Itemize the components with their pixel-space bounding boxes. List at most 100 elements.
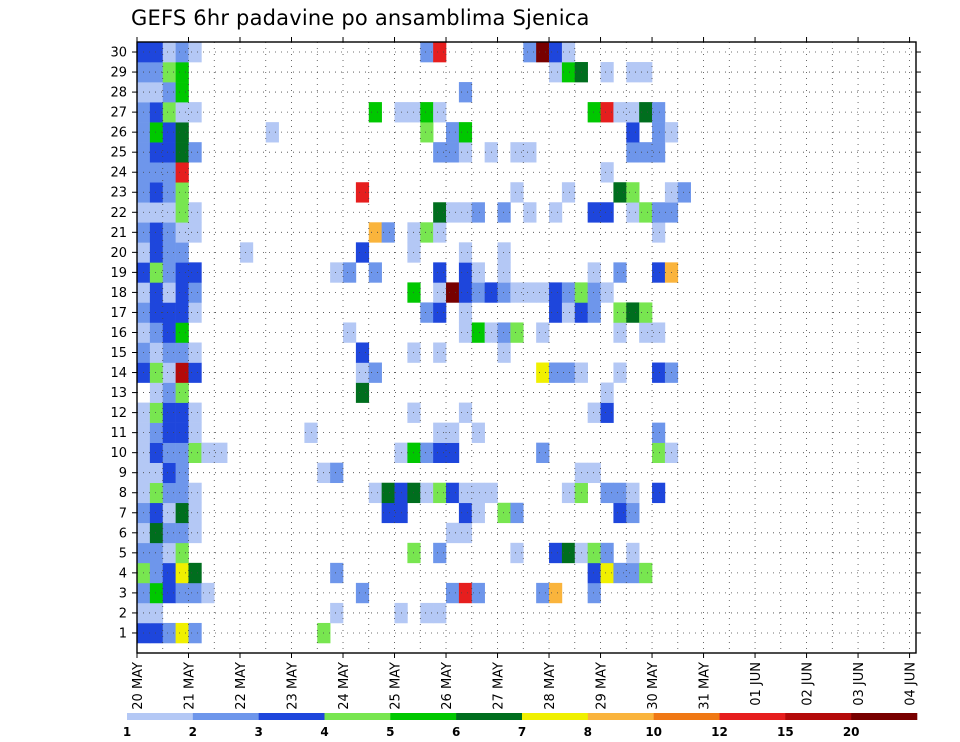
heatmap-cell	[639, 562, 653, 584]
heatmap-cell	[458, 502, 473, 524]
heatmap-cell	[523, 282, 537, 303]
heatmap-cell	[652, 422, 666, 443]
heatmap-cell	[149, 442, 164, 463]
heatmap-cell	[149, 622, 164, 644]
y-tick-label: 6	[119, 526, 127, 541]
heatmap-cell	[561, 362, 576, 383]
heatmap-cell	[162, 142, 176, 163]
heatmap-cell	[175, 482, 189, 504]
heatmap-cell	[149, 462, 164, 484]
heatmap-cell	[433, 482, 447, 504]
heatmap-cell	[330, 262, 344, 283]
heatmap-cell	[188, 582, 202, 604]
heatmap-cell	[149, 182, 164, 203]
heatmap-cell	[497, 322, 511, 343]
heatmap-cell	[471, 422, 485, 443]
heatmap-cell	[600, 102, 614, 123]
heatmap-cell	[368, 362, 382, 383]
heatmap-cell	[433, 342, 447, 363]
heatmap-cell	[626, 542, 640, 564]
heatmap-cell	[510, 502, 524, 524]
x-tick-label: 26 MAY	[440, 662, 455, 710]
heatmap-cell	[510, 322, 524, 343]
heatmap-cell	[587, 402, 601, 423]
heatmap-cell	[162, 42, 176, 63]
heatmap-cell	[433, 422, 447, 443]
heatmap-cell	[652, 322, 666, 343]
y-tick-label: 1	[119, 626, 127, 641]
heatmap-cell	[162, 62, 176, 83]
heatmap-cell	[240, 242, 254, 263]
heatmap-cell	[677, 182, 691, 203]
legend-swatch	[258, 713, 325, 720]
heatmap-cell	[549, 362, 563, 383]
heatmap-cell	[149, 422, 164, 443]
heatmap-cell	[458, 302, 473, 323]
legend-label: 12	[711, 725, 728, 739]
heatmap-cell	[420, 442, 434, 463]
heatmap-cell	[368, 482, 382, 504]
heatmap-cell	[639, 142, 653, 163]
heatmap-cell	[510, 142, 524, 163]
heatmap-cell	[420, 122, 434, 143]
heatmap-cell	[175, 342, 189, 363]
heatmap-cell	[600, 542, 614, 564]
heatmap-cell	[613, 102, 627, 123]
heatmap-cell	[613, 322, 627, 343]
heatmap-cell	[626, 302, 640, 323]
heatmap-cell	[175, 282, 189, 303]
legend-label: 6	[452, 725, 460, 739]
heatmap-cell	[175, 82, 189, 103]
heatmap-cell	[149, 482, 164, 504]
x-tick-label: 04 JUN	[904, 662, 919, 706]
heatmap-cell	[162, 562, 176, 584]
x-tick-label: 22 MAY	[234, 662, 249, 710]
heatmap-cell	[652, 362, 666, 383]
heatmap-cell	[162, 302, 176, 323]
heatmap-cell	[471, 202, 485, 223]
heatmap-cell	[458, 202, 473, 223]
heatmap-cell	[446, 122, 460, 143]
heatmap-cell	[162, 522, 176, 544]
heatmap-cell	[536, 282, 550, 303]
heatmap-cell	[471, 322, 485, 343]
heatmap-cell	[600, 202, 614, 223]
heatmap-cell	[561, 282, 576, 303]
heatmap-cell	[652, 482, 666, 504]
heatmap-cell	[458, 282, 473, 303]
heatmap-cell	[561, 482, 576, 504]
heatmap-cell	[626, 562, 640, 584]
heatmap-cell	[549, 62, 563, 83]
heatmap-cell	[188, 142, 202, 163]
heatmap-cell	[188, 262, 202, 283]
heatmap-cell	[188, 42, 202, 63]
heatmap-cell	[639, 302, 653, 323]
heatmap-cell	[433, 442, 447, 463]
heatmap-cell	[652, 102, 666, 123]
heatmap-cell	[162, 162, 176, 183]
heatmap-cell	[188, 342, 202, 363]
heatmap-cell	[587, 262, 601, 283]
heatmap-cell	[175, 582, 189, 604]
heatmap-cell	[149, 102, 164, 123]
y-tick-label: 11	[110, 426, 127, 441]
heatmap-cell	[381, 502, 395, 524]
heatmap-cell	[639, 322, 653, 343]
legend-label: 1	[123, 725, 131, 739]
y-tick-label: 21	[110, 226, 127, 241]
heatmap-cell	[433, 302, 447, 323]
heatmap-cell	[368, 222, 382, 243]
x-tick-label: 27 MAY	[492, 662, 507, 710]
heatmap-cell	[162, 422, 176, 443]
heatmap-cell	[523, 142, 537, 163]
heatmap-cell	[149, 542, 164, 564]
heatmap-cell	[600, 562, 614, 584]
heatmap-cell	[523, 42, 537, 63]
heatmap-cell	[536, 322, 550, 343]
heatmap-cell	[162, 462, 176, 484]
x-tick-label: 24 MAY	[337, 662, 352, 710]
heatmap-cell	[149, 602, 164, 624]
heatmap-cell	[523, 202, 537, 223]
heatmap-cell	[420, 222, 434, 243]
heatmap-cell	[471, 502, 485, 524]
